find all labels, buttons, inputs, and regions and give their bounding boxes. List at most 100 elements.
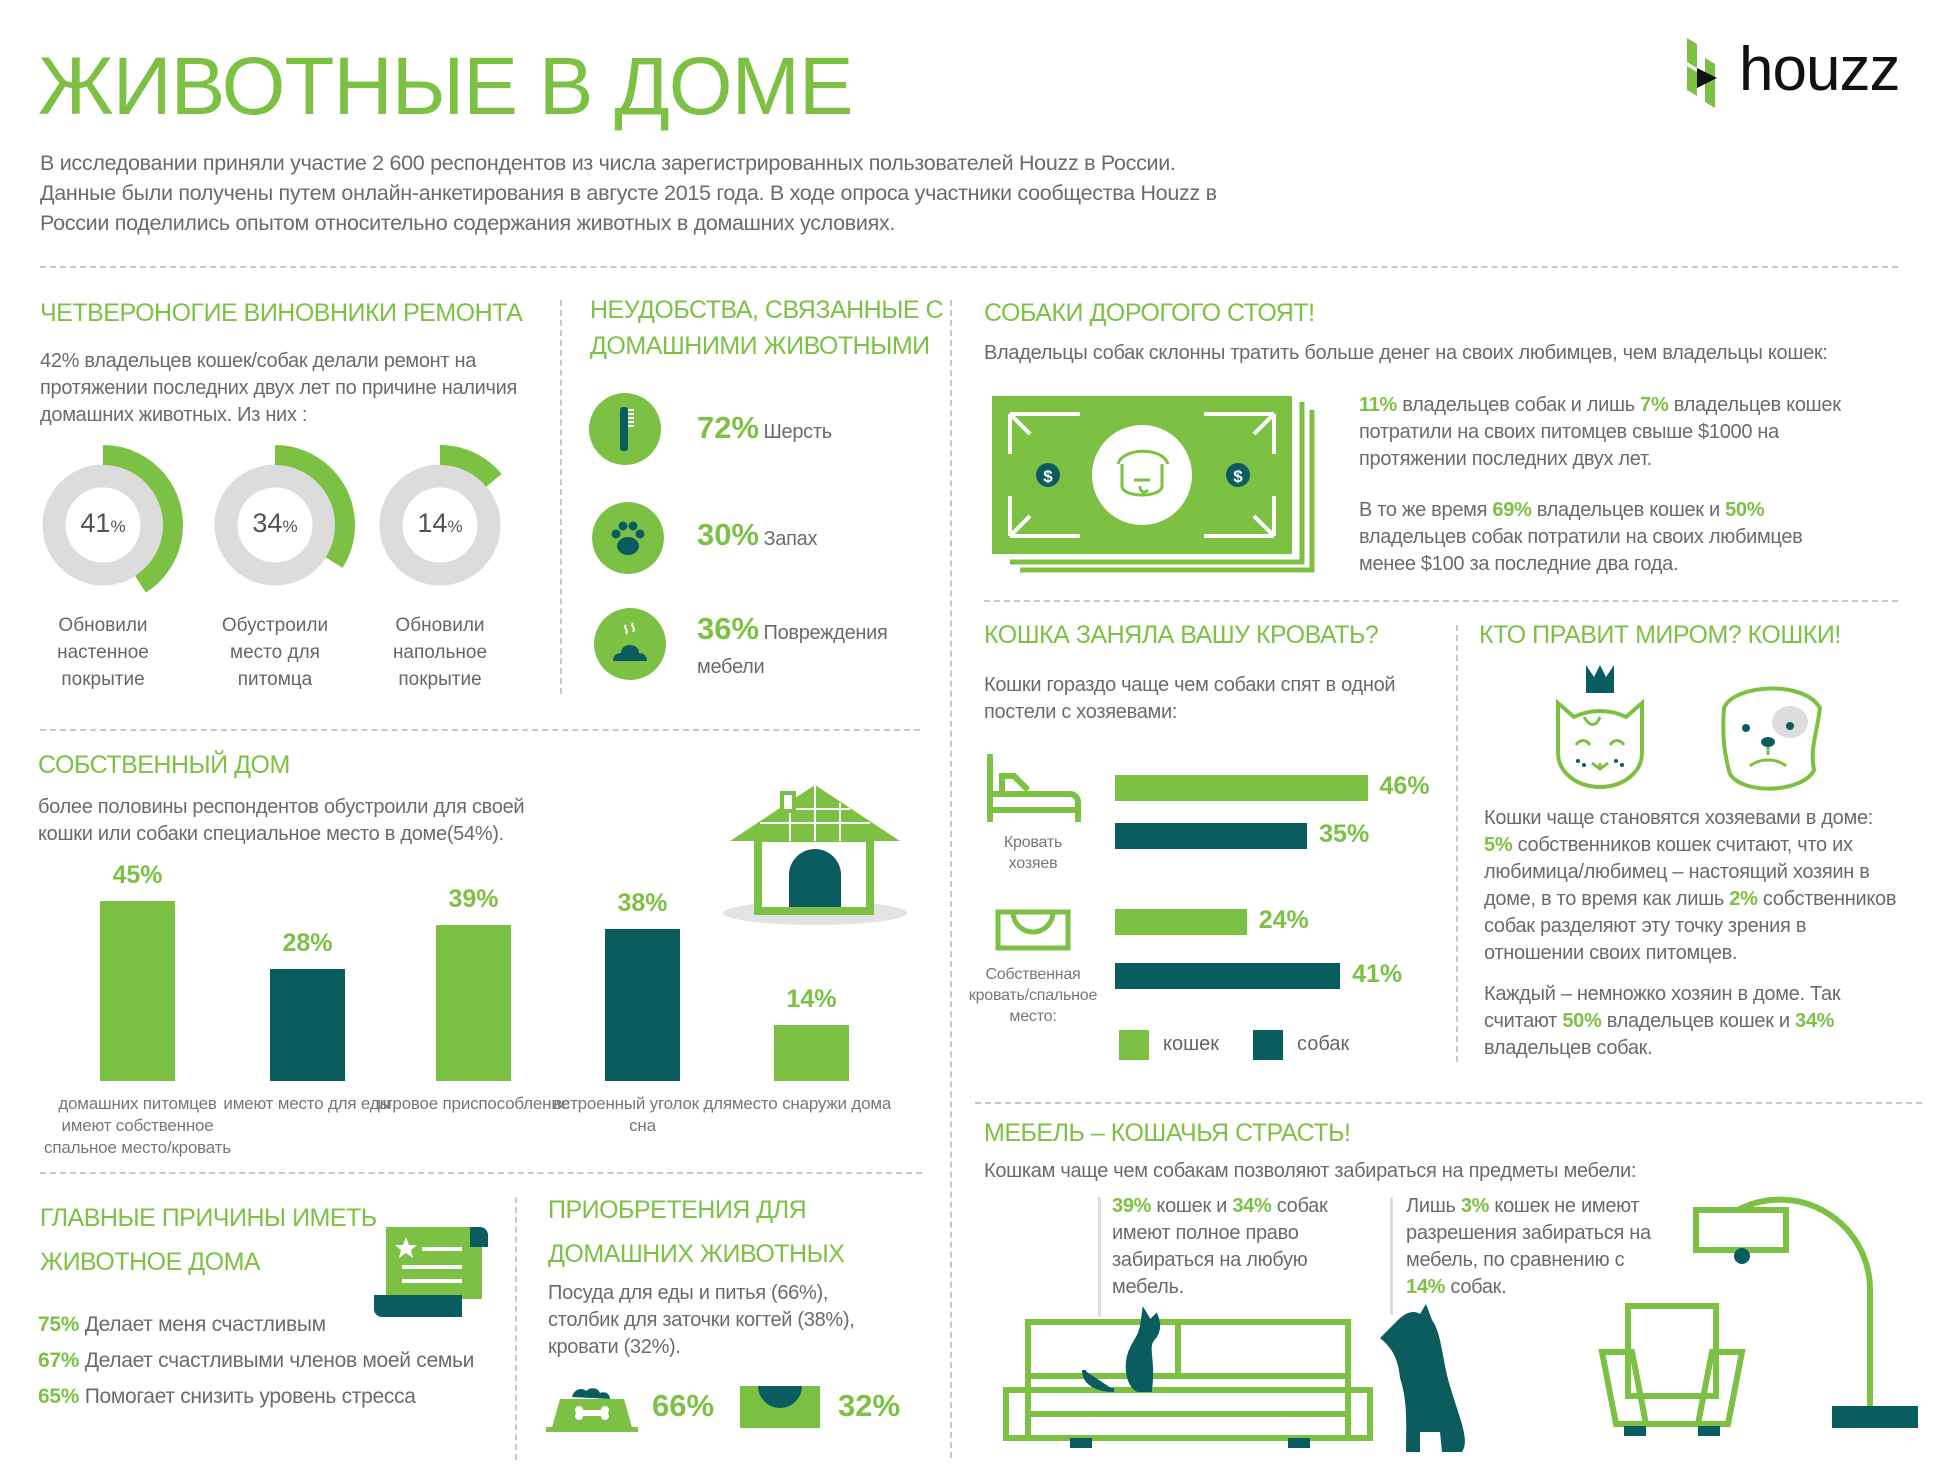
dogs-cost-subtitle: Владельцы собак склонны тратить больше д… (984, 342, 1828, 364)
text-segment: кошек и (1151, 1195, 1233, 1217)
furniture-text-1: 39% кошек и 34% собак имеют полное право… (1112, 1193, 1342, 1301)
houzz-logo[interactable]: houzz (1683, 35, 1903, 108)
donut-track (42, 464, 164, 586)
bar-value-label: 28% (282, 929, 333, 957)
text-segment: владельцев кошек и (1601, 1010, 1796, 1032)
bar-value-label: 45% (112, 861, 163, 889)
intro-line: В исследовании приняли участие 2 600 рес… (40, 151, 1176, 175)
renovation-text: 42% владельцев кошек/собак делали ремонт… (40, 350, 518, 426)
bar-category-label: игровое приспособление (377, 1094, 570, 1113)
bar-category-label: место снаружи дома (731, 1094, 892, 1113)
donut-value-unit: % (447, 517, 463, 536)
donut-value: 41% (53, 508, 153, 539)
section-heading-rule: КТО ПРАВИТ МИРОМ? КОШКИ! (1479, 621, 1841, 649)
text-segment: собственников собак разделяют эту точку … (1484, 888, 1897, 964)
bar-value-label: 41% (1352, 960, 1403, 988)
bar-value-label: 39% (448, 885, 499, 913)
heading-line: ЖИВОТНОЕ ДОМА (40, 1248, 261, 1276)
dogs-cost-text-2: В то же время 69% владельцев кошек и 50%… (1359, 497, 1859, 578)
food-bowl-icon (546, 1388, 638, 1432)
bed-text: Кошки гораздо чаще чем собаки спят в одн… (984, 674, 1396, 723)
dollar-bill-dog-icon: $ $ (992, 396, 1315, 573)
bar (436, 925, 511, 1081)
bar-value-label: 35% (1319, 820, 1370, 848)
text-segment: кошек не имеют разрешения забираться на … (1406, 1195, 1651, 1271)
donut-track (379, 464, 501, 586)
donut-value-number: 34 (252, 508, 283, 538)
highlight-value: 5% (1484, 834, 1513, 856)
section-heading-renovation: ЧЕТВЕРОНОГИЕ ВИНОВНИКИ РЕМОНТА (40, 299, 523, 327)
reason-value: 75% (38, 1313, 80, 1336)
bar (1115, 823, 1308, 849)
divider (40, 266, 1898, 268)
furniture-text-2: Лишь 3% кошек не имеют разрешения забира… (1406, 1193, 1666, 1301)
highlight-value: 39% (1112, 1195, 1152, 1217)
bar (1115, 963, 1341, 989)
inconvenience-label: Повреждения мебели (697, 622, 888, 678)
donut-value: 14% (390, 508, 490, 539)
crowned-cat-icon (1556, 665, 1644, 790)
text-segment: владельцев собак потратили на своих люби… (1359, 526, 1803, 575)
reason-item: 65% Помогает снизить уровень стресса (38, 1383, 416, 1410)
intro-text: В исследовании приняли участие 2 600 рес… (40, 148, 1217, 238)
bar-category-label: встроенный уголок для сна (553, 1094, 732, 1135)
paw-icon (592, 502, 664, 574)
bulldog-icon (1721, 686, 1823, 791)
inconvenience-value: 36% (697, 611, 760, 646)
furniture-subtitle: Кошкам чаще чем собакам позволяют забира… (984, 1160, 1637, 1182)
bar-category-label: Собственная кровать/спальное место: (968, 966, 1098, 1025)
text-segment: собак. (1445, 1276, 1507, 1298)
callout-line (1390, 1197, 1393, 1315)
section-heading-dogs-cost: СОБАКИ ДОРОГОГО СТОЯТ! (984, 299, 1315, 327)
text-segment: владельцев собак. (1484, 1037, 1653, 1059)
text-segment: В то же время (1359, 499, 1493, 521)
donut-value: 34% (225, 508, 325, 539)
inconvenience-item: 36% Повреждения мебели (697, 612, 937, 686)
text-segment: Каждый – немножко хозяин в доме. Так счи… (1484, 983, 1841, 1032)
divider (1456, 625, 1458, 1062)
callout-line (1098, 1197, 1101, 1317)
highlight-value: 3% (1460, 1195, 1490, 1217)
heading-line: ДОМАШНИМИ ЖИВОТНЫМИ (590, 332, 930, 360)
heading-line: ГЛАВНЫЕ ПРИЧИНЫ ИМЕТЬ (40, 1204, 377, 1232)
donut-arc (23, 445, 183, 605)
donut-chart (195, 445, 355, 605)
reason-label: Делает меня счастливым (84, 1313, 326, 1336)
highlight-value: 50% (1725, 499, 1765, 521)
purchase-value: 32% (838, 1388, 901, 1423)
bar-value-label: 24% (1258, 906, 1309, 934)
reason-item: 67% Делает счастливыми членов моей семьи (38, 1347, 474, 1374)
logo-text: houzz (1739, 35, 1900, 104)
divider (40, 1172, 922, 1174)
donut-track (214, 464, 336, 586)
inconvenience-label: Шерсть (763, 421, 833, 443)
donut-label: Обновили напольное покрытие (392, 615, 488, 690)
divider (984, 600, 1898, 602)
rule-text-2: Каждый – немножко хозяин в доме. Так счи… (1484, 981, 1904, 1062)
donut-label: Обновили настенное покрытие (57, 615, 149, 690)
rule-text-1: Кошки чаще становятся хозяевами в доме: … (1484, 805, 1904, 967)
sofa-cat-dog-armchair-lamp-icon (1003, 1196, 1918, 1452)
comb-icon (589, 393, 661, 465)
purchase-value: 66% (652, 1388, 715, 1423)
inconvenience-item: 30% Запах (697, 517, 817, 553)
purchases-text: Посуда для еды и питья (66%), столбик дл… (548, 1282, 855, 1358)
legend-swatch (1253, 1030, 1283, 1060)
highlight-value: 34% (1232, 1195, 1272, 1217)
divider (950, 300, 952, 1458)
heading-line: НЕУДОБСТВА, СВЯЗАННЫЕ С (590, 296, 944, 324)
text-segment: владельцев кошек и (1531, 499, 1726, 521)
section-heading-purchases: ПРИОБРЕТЕНИЯ ДЛЯ ДОМАШНИХ ЖИВОТНЫХ (548, 1188, 845, 1276)
highlight-value: 14% (1406, 1276, 1446, 1298)
bar (100, 901, 175, 1081)
donut-arc (195, 445, 355, 605)
text-segment: Кошки чаще становятся хозяевами в доме: (1484, 807, 1874, 829)
highlight-value: 34% (1795, 1010, 1835, 1032)
own-home-text: более половины респондентов обустроили д… (38, 796, 525, 845)
inconvenience-item: 72% Шерсть (697, 410, 832, 446)
section-heading-reasons: ГЛАВНЫЕ ПРИЧИНЫ ИМЕТЬ ЖИВОТНОЕ ДОМА (40, 1196, 377, 1284)
bar-category-label: имеют место для еды (223, 1094, 392, 1113)
section-heading-own-home: СОБСТВЕННЫЙ ДОМ (38, 751, 290, 779)
highlight-value: 7% (1640, 394, 1669, 416)
reason-value: 65% (38, 1385, 80, 1408)
